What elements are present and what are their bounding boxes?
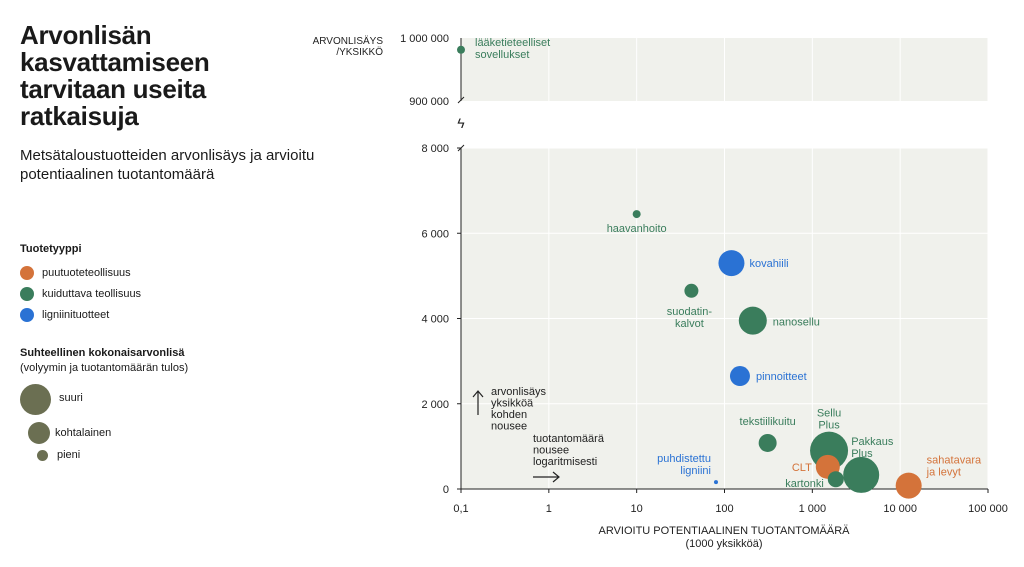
annotation-arrow-right-head	[552, 471, 560, 483]
type-legend: Tuotetyyppi puutuoteteollisuus kuiduttav…	[20, 243, 280, 325]
data-label: lääketieteelliset	[475, 37, 550, 49]
x-tick-label: 0,1	[453, 503, 468, 515]
y-tick-label: 8 000	[421, 143, 449, 155]
size-legend-small: pieni	[37, 449, 80, 461]
annotation-arrow-up-head	[472, 390, 484, 398]
axis-break-mark-upper	[457, 96, 465, 104]
annotation-text-up: nousee	[491, 421, 527, 433]
data-point	[713, 480, 718, 485]
legend-dot-wood	[20, 265, 34, 280]
data-point	[684, 283, 699, 298]
data-label: sovellukset	[475, 49, 529, 61]
data-point	[827, 471, 844, 488]
legend-item-lignin: ligniinituotteet	[20, 304, 280, 325]
size-label-large: suuri	[59, 391, 83, 404]
legend-label-lignin: ligniinituotteet	[42, 308, 110, 321]
axis-break-symbol: ϟ	[457, 115, 465, 131]
annotation-text-right: tuotantomäärä	[533, 433, 605, 445]
data-point	[457, 45, 465, 54]
y-tick-label-upper: 1 000 000	[400, 33, 449, 45]
data-point	[632, 210, 641, 219]
legend-label-fiber: kuiduttava teollisuus	[42, 287, 142, 300]
data-point	[895, 472, 922, 499]
y-tick-label: 2 000	[421, 399, 449, 411]
x-axis-title-line2: (1000 yksikköä)	[685, 538, 762, 550]
data-label: ligniini	[680, 465, 711, 477]
data-label: haavanhoito	[607, 223, 667, 235]
data-label: sahatavara	[927, 455, 982, 467]
size-dot-large	[20, 384, 51, 415]
data-label: kartonki	[785, 478, 824, 490]
x-tick-label: 100	[715, 503, 733, 515]
data-label: kalvot	[675, 318, 704, 330]
type-legend-title: Tuotetyyppi	[20, 243, 82, 255]
x-tick-label: 1	[546, 503, 552, 515]
size-legend-subtitle: (volyymin ja tuotantomäärän tulos)	[20, 362, 189, 374]
y-axis-title-line2: /YKSIKKÖ	[336, 46, 383, 58]
size-label-medium: kohtalainen	[55, 427, 112, 439]
data-point	[729, 366, 750, 387]
y-axis-title-line1: ARVONLISÄYS	[313, 35, 384, 47]
data-label: Pakkaus	[851, 436, 894, 448]
size-legend-medium: kohtalainen	[28, 422, 111, 444]
annotation-text-up: kohden	[491, 409, 527, 421]
annotation-text-right: logaritmisesti	[533, 456, 597, 468]
size-legend-large: suuri	[20, 384, 83, 415]
data-point	[738, 306, 767, 335]
y-tick-label: 0	[443, 484, 449, 496]
page-subtitle: Metsätaloustuotteiden arvonlisäys ja arv…	[20, 147, 315, 183]
data-point	[843, 456, 880, 493]
annotation-text-up: arvonlisäys	[491, 386, 547, 398]
data-label: puhdistettu	[657, 453, 711, 465]
legend-label-wood: puutuoteteollisuus	[42, 266, 131, 279]
x-tick-label: 1 000	[799, 503, 827, 515]
y-tick-label: 4 000	[421, 314, 449, 326]
size-legend-title: Suhteellinen kokonaisarvonlisä	[20, 347, 185, 359]
legend-item-fiber: kuiduttava teollisuus	[20, 283, 280, 304]
legend-dot-fiber	[20, 286, 34, 301]
y-tick-label: 6 000	[421, 228, 449, 240]
legend-item-wood: puutuoteteollisuus	[20, 262, 280, 283]
data-label: Plus	[851, 448, 873, 460]
annotation-text-up: yksikköä	[491, 398, 534, 410]
size-dot-small	[37, 449, 48, 461]
legend-dot-lignin	[20, 307, 34, 322]
y-tick-label-upper: 900 000	[409, 96, 449, 108]
data-point	[758, 433, 777, 452]
x-tick-label: 10 000	[883, 503, 917, 515]
size-dot-medium	[28, 422, 50, 444]
data-label: nanosellu	[773, 317, 820, 329]
data-label: Plus	[818, 420, 840, 432]
data-label: ja levyt	[926, 467, 961, 479]
data-label: CLT	[792, 462, 812, 474]
data-label: suodatin-	[667, 306, 713, 318]
data-label: kovahiili	[749, 258, 788, 270]
page-title: Arvonlisän kasvattamiseen tarvitaan usei…	[20, 20, 210, 131]
size-label-small: pieni	[57, 449, 81, 461]
data-label: tekstiilikuitu	[740, 416, 796, 428]
data-point	[718, 250, 745, 277]
data-label: Sellu	[817, 408, 841, 420]
x-tick-label: 10	[631, 503, 643, 515]
x-axis-title-line1: ARVIOITU POTENTIAALINEN TUOTANTOMÄÄRÄ	[598, 525, 850, 537]
annotation-text-right: nousee	[533, 445, 569, 457]
data-label: pinnoitteet	[756, 371, 807, 383]
x-tick-label: 100 000	[968, 503, 1008, 515]
